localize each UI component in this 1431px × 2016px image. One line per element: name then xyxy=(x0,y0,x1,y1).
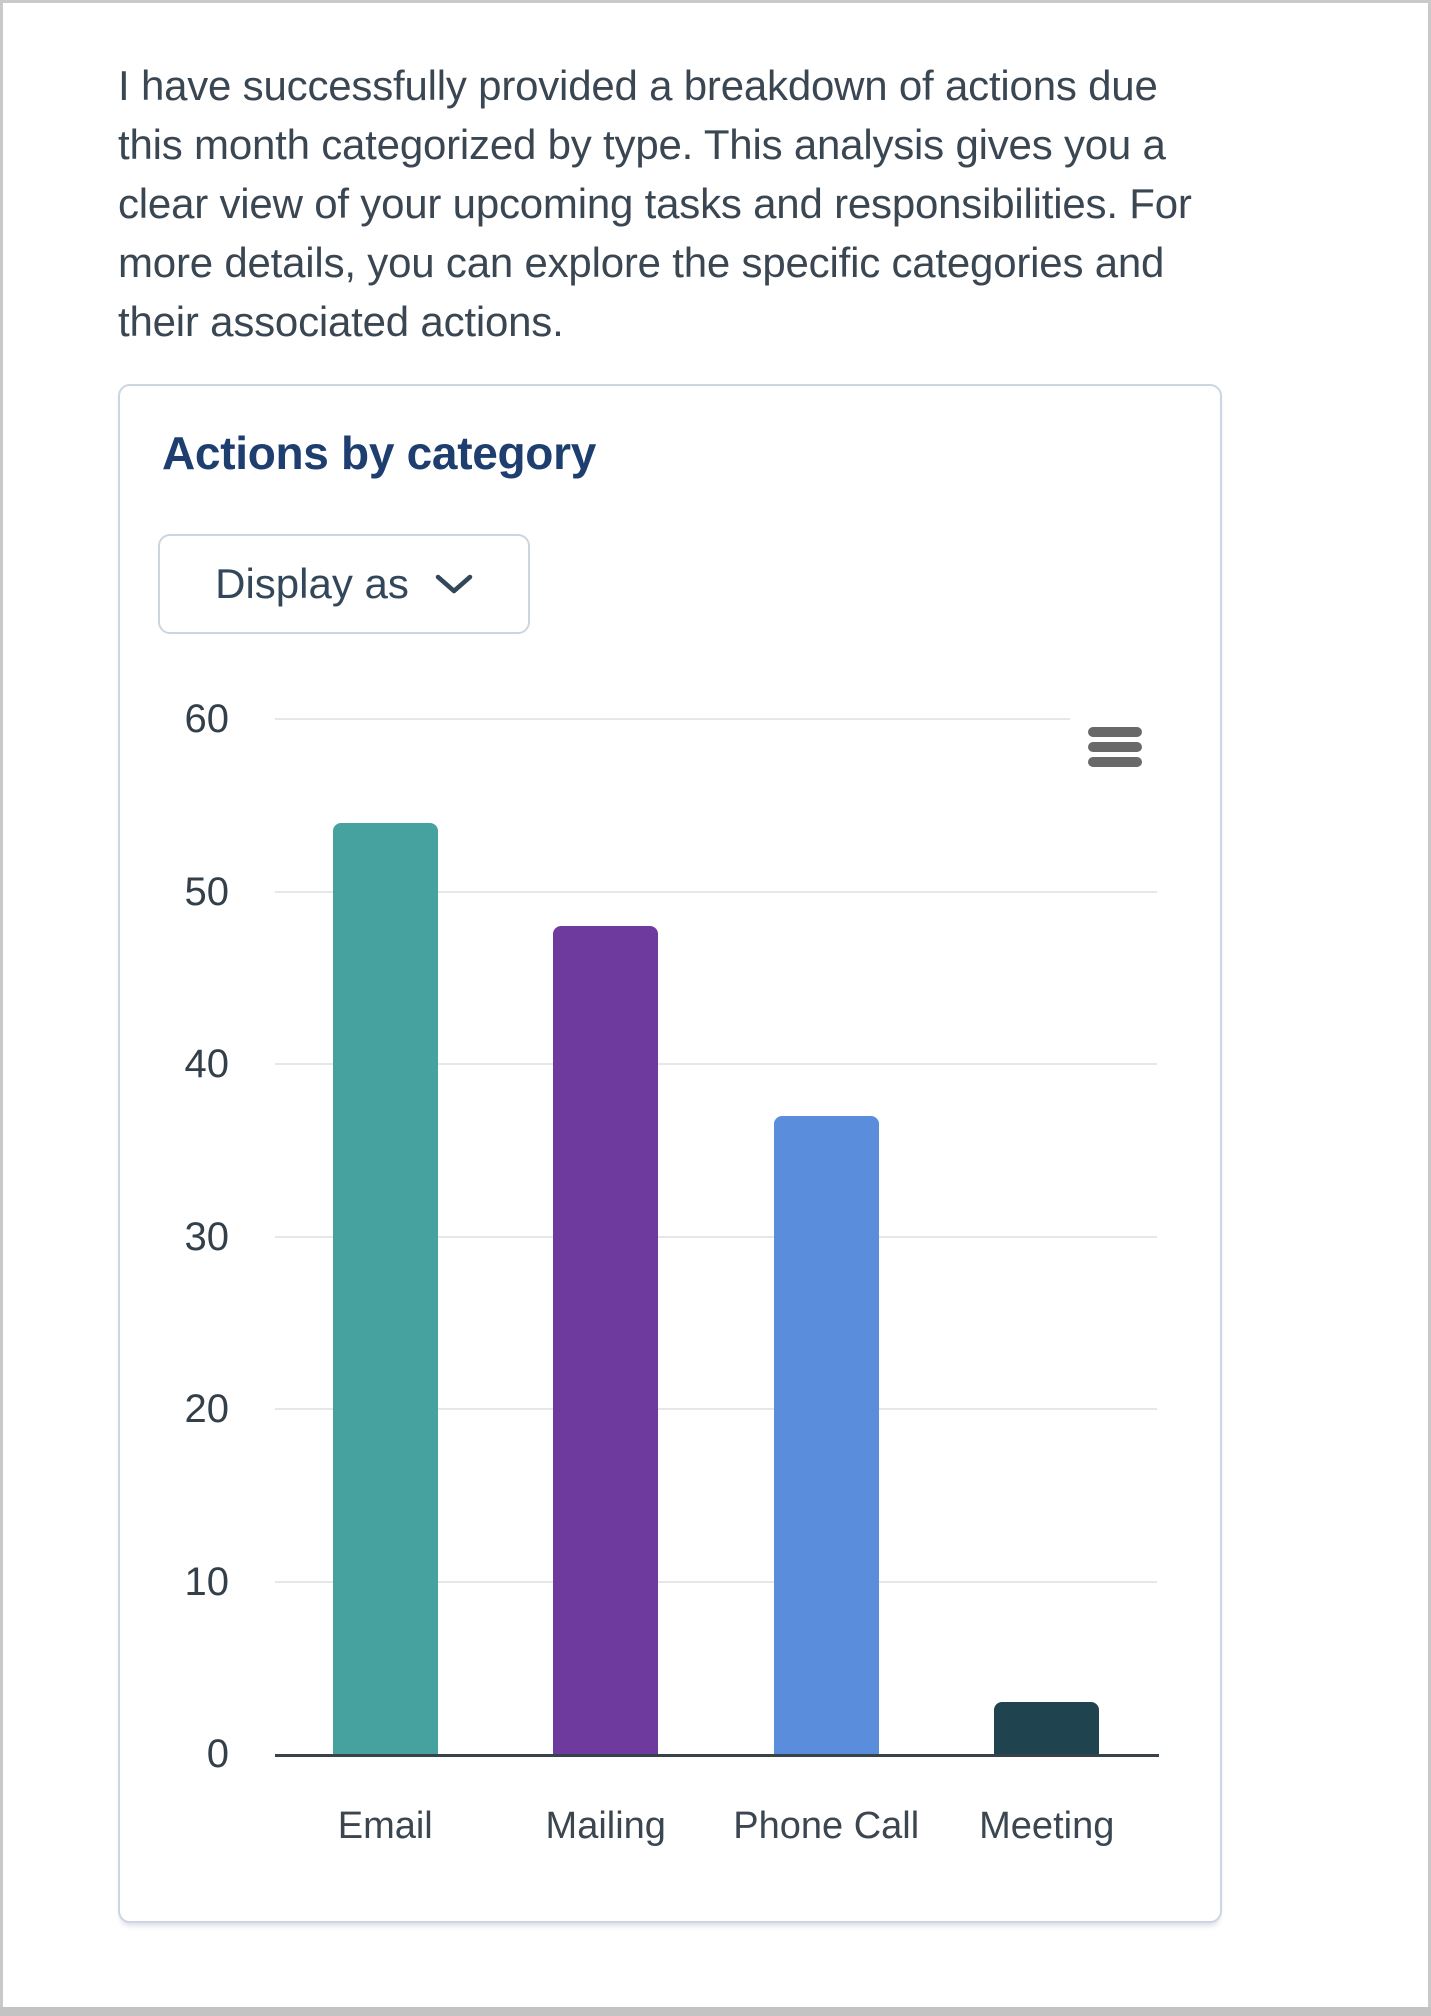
y-axis-tick-label: 20 xyxy=(184,1387,230,1431)
display-as-dropdown[interactable]: Display as xyxy=(158,534,530,634)
chevron-down-icon xyxy=(435,574,473,594)
assistant-message-line: their associated actions. xyxy=(118,298,564,345)
x-axis-label: Email xyxy=(337,1805,433,1847)
card-title: Actions by category xyxy=(162,427,596,479)
y-axis-tick-label: 30 xyxy=(184,1214,230,1259)
bar-chart: 0 10 20 30 40 50 60 Email Mailing Phone Call Meeti… xyxy=(120,386,1220,1921)
assistant-message-line: this month categorized by type. This ana… xyxy=(118,121,1166,168)
display-as-label: Display as xyxy=(215,560,409,607)
actions-by-category-card: Actions by category Display as 0 10 20 30 40… xyxy=(118,384,1222,1923)
gridline-y50 xyxy=(275,890,1157,893)
assistant-message-line: I have successfully provided a breakdown… xyxy=(118,62,1158,109)
x-axis-label: Meeting xyxy=(979,1805,1115,1847)
window-bottom-edge xyxy=(0,2007,1431,2016)
chart-context-menu-button[interactable] xyxy=(1070,711,1160,783)
x-axis-label: Mailing xyxy=(545,1805,666,1847)
gridline-y10 xyxy=(275,1580,1157,1583)
gridline-y40 xyxy=(275,1063,1157,1065)
bar-meeting[interactable] xyxy=(994,1702,1100,1754)
bar-phone-call[interactable] xyxy=(773,1115,879,1754)
y-axis-tick-label: 50 xyxy=(184,869,230,914)
assistant-message-line: more details, you can explore the specif… xyxy=(118,239,1165,286)
assistant-message: I have successfully provided a breakdown… xyxy=(118,56,1192,351)
x-axis-line xyxy=(275,1754,1159,1757)
gridline-y60 xyxy=(275,718,1157,720)
bar-mailing[interactable] xyxy=(553,926,659,1754)
x-axis-label: Phone Call xyxy=(733,1805,920,1847)
y-axis-tick-label: 60 xyxy=(184,697,230,741)
gridline-y20 xyxy=(275,1408,1157,1410)
y-axis-tick-label: 40 xyxy=(184,1042,230,1086)
gridline-y30 xyxy=(275,1235,1157,1238)
y-axis-tick-label: 0 xyxy=(206,1732,229,1776)
bar-email[interactable] xyxy=(332,822,438,1754)
y-axis-tick-label: 10 xyxy=(184,1559,230,1604)
assistant-message-line: clear view of your upcoming tasks and re… xyxy=(118,180,1192,227)
